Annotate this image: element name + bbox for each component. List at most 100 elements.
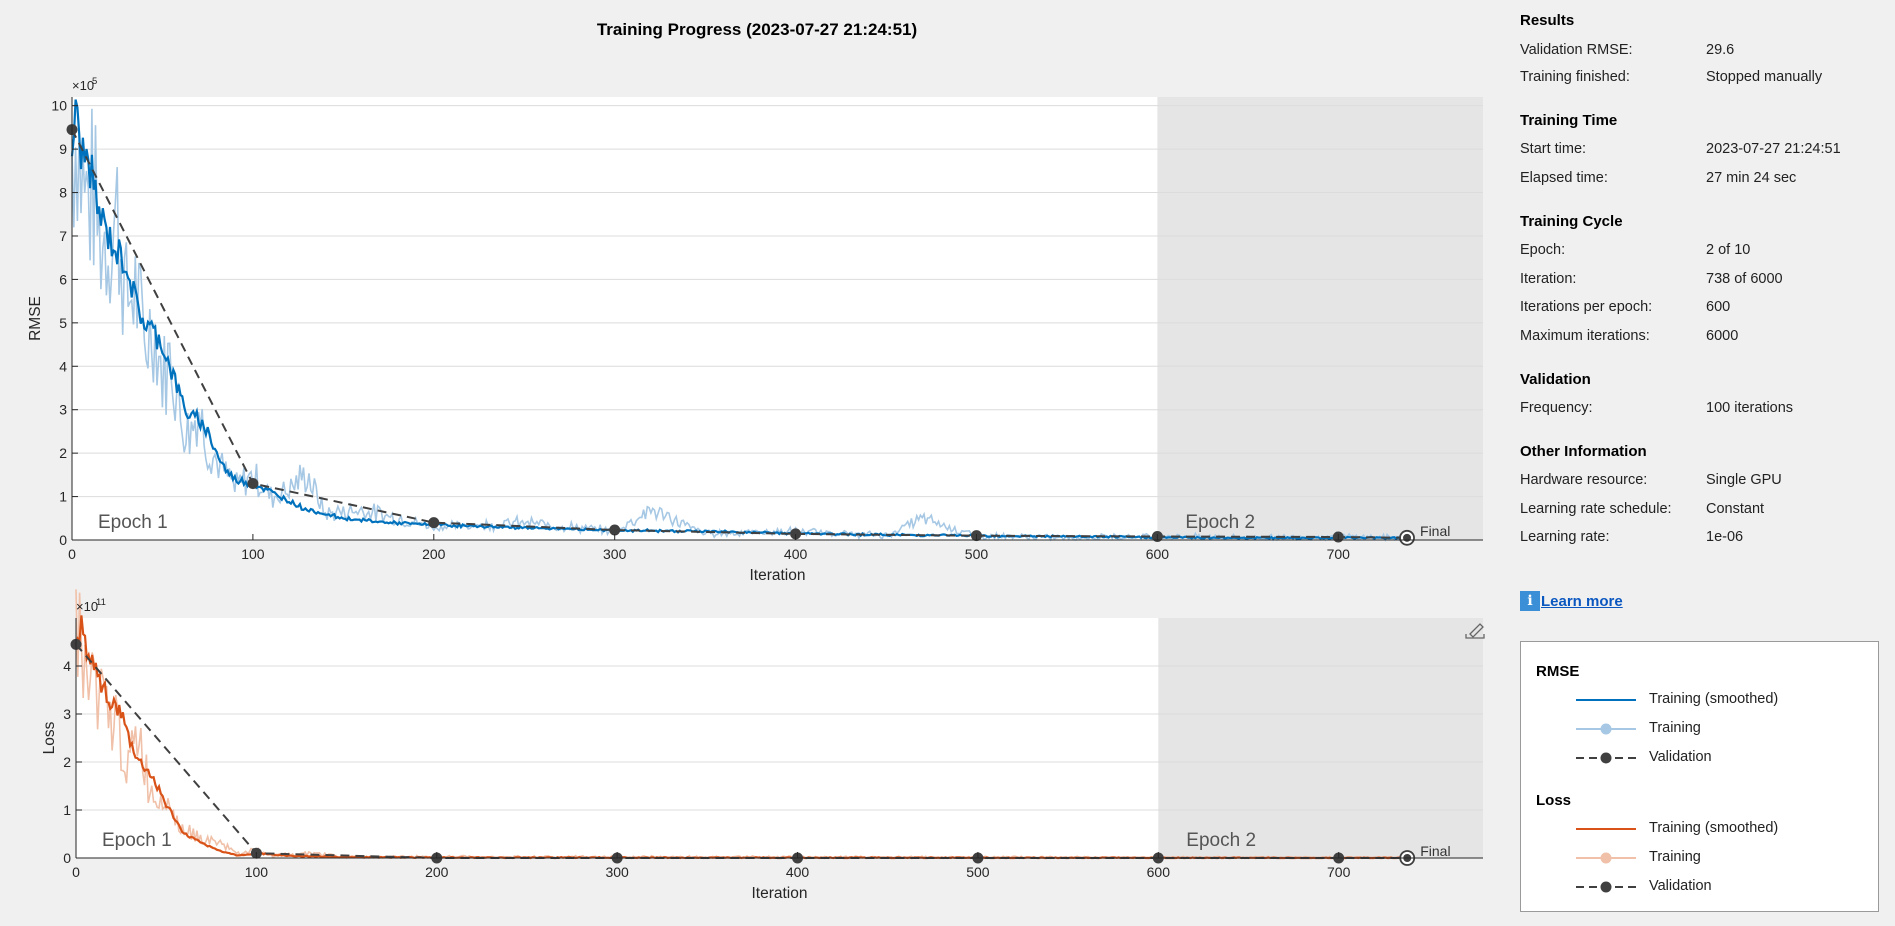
rmse-x-tick-label: 100 bbox=[241, 546, 265, 562]
chart-title: Training Progress (2023-07-27 21:24:51) bbox=[596, 20, 918, 39]
start-time-value: 2023-07-27 21:24:51 bbox=[1706, 141, 1841, 157]
rmse-x-tick-label: 0 bbox=[68, 546, 76, 562]
legend-rmse-smoothed-label: Training (smoothed) bbox=[1649, 691, 1779, 707]
lr-schedule-value: Constant bbox=[1706, 501, 1765, 517]
rmse-y-tick-label: 6 bbox=[59, 271, 67, 287]
rmse-exponent-base: ×10 bbox=[72, 78, 94, 93]
other-info-heading: Other Information bbox=[1520, 443, 1647, 460]
legend-loss-validation-label: Validation bbox=[1649, 878, 1712, 894]
iterations-per-epoch-value: 600 bbox=[1706, 299, 1731, 315]
loss-x-tick-label: 300 bbox=[605, 864, 629, 880]
maximum-iterations-label: Maximum iterations: bbox=[1520, 328, 1650, 344]
rmse-final-label: Final bbox=[1420, 523, 1450, 539]
export-icon[interactable] bbox=[1465, 623, 1485, 639]
loss-epoch-1-label: Epoch 1 bbox=[102, 830, 172, 851]
loss-x-tick-label: 500 bbox=[966, 864, 990, 880]
loss-y-tick-label: 3 bbox=[63, 706, 71, 722]
legend: RMSE Training (smoothed) Training Valida… bbox=[1520, 641, 1879, 912]
rmse-epoch-1-label: Epoch 1 bbox=[98, 512, 168, 533]
iteration-value: 738 of 6000 bbox=[1706, 271, 1783, 287]
info-panel: Results Validation RMSE: 29.6 Training f… bbox=[1520, 0, 1895, 926]
loss-exponent-base: ×10 bbox=[76, 599, 98, 614]
elapsed-time-value: 27 min 24 sec bbox=[1706, 170, 1797, 186]
loss-epoch-2-shade bbox=[1158, 618, 1483, 858]
learning-rate-value: 1e-06 bbox=[1706, 529, 1744, 545]
hardware-resource-label: Hardware resource: bbox=[1520, 472, 1648, 488]
legend-loss-title: Loss bbox=[1536, 792, 1572, 809]
loss-y-axis-label: Loss bbox=[41, 721, 58, 754]
rmse-y-tick-label: 3 bbox=[59, 402, 67, 418]
iterations-per-epoch-label: Iterations per epoch: bbox=[1520, 299, 1653, 315]
loss-x-axis-label: Iteration bbox=[751, 885, 807, 902]
training-finished-value: Stopped manually bbox=[1706, 69, 1823, 85]
training-finished-label: Training finished: bbox=[1520, 69, 1630, 85]
hardware-resource-value: Single GPU bbox=[1706, 472, 1782, 488]
rmse-validation-point bbox=[609, 524, 621, 536]
rmse-y-tick-label: 2 bbox=[59, 445, 67, 461]
rmse-x-tick-label: 500 bbox=[965, 546, 989, 562]
loss-y-tick-label: 4 bbox=[63, 658, 71, 674]
learn-more[interactable]: i Learn more bbox=[1520, 591, 1623, 611]
loss-x-tick-label: 100 bbox=[245, 864, 269, 880]
loss-y-tick-label: 1 bbox=[63, 802, 71, 818]
epoch-value: 2 of 10 bbox=[1706, 242, 1751, 258]
rmse-epoch-2-label: Epoch 2 bbox=[1185, 512, 1255, 533]
info-icon: i bbox=[1520, 591, 1540, 611]
rmse-y-tick-label: 0 bbox=[59, 532, 67, 548]
legend-loss-smoothed: Training (smoothed) bbox=[1574, 819, 1874, 839]
rmse-y-tick-label: 8 bbox=[59, 185, 67, 201]
start-time-label: Start time: bbox=[1520, 141, 1587, 157]
rmse-validation-point bbox=[790, 528, 802, 540]
legend-rmse-validation-label: Validation bbox=[1649, 749, 1712, 765]
rmse-epoch-2-shade bbox=[1157, 97, 1483, 540]
rmse-x-tick-label: 300 bbox=[603, 546, 627, 562]
learning-rate-label: Learning rate: bbox=[1520, 529, 1610, 545]
rmse-y-tick-label: 1 bbox=[59, 489, 67, 505]
loss-x-tick-label: 400 bbox=[786, 864, 810, 880]
loss-y-tick-label: 0 bbox=[63, 850, 71, 866]
epoch-label: Epoch: bbox=[1520, 242, 1566, 258]
loss-exponent-power: 11 bbox=[96, 597, 106, 608]
rmse-validation-point bbox=[428, 517, 440, 529]
rmse-x-tick-label: 700 bbox=[1327, 546, 1351, 562]
elapsed-time-label: Elapsed time: bbox=[1520, 170, 1608, 186]
rmse-x-tick-label: 600 bbox=[1146, 546, 1170, 562]
training-time-heading: Training Time bbox=[1520, 112, 1618, 129]
legend-rmse-validation: Validation bbox=[1574, 748, 1874, 768]
legend-loss-training-label: Training bbox=[1649, 849, 1701, 865]
rmse-x-axis-label: Iteration bbox=[749, 567, 805, 584]
rmse-y-tick-label: 4 bbox=[59, 358, 67, 374]
loss-final-label: Final bbox=[1420, 843, 1450, 859]
legend-loss-smoothed-label: Training (smoothed) bbox=[1649, 820, 1779, 836]
legend-rmse-smoothed: Training (smoothed) bbox=[1574, 690, 1874, 710]
loss-x-tick-label: 700 bbox=[1327, 864, 1351, 880]
learn-more-link[interactable]: Learn more bbox=[1541, 592, 1623, 610]
loss-x-tick-label: 0 bbox=[72, 864, 80, 880]
export-icon-pen bbox=[1469, 623, 1484, 638]
rmse-y-tick-label: 10 bbox=[51, 98, 67, 114]
iteration-label: Iteration: bbox=[1520, 271, 1577, 287]
rmse-y-axis-label: RMSE bbox=[27, 296, 44, 341]
legend-rmse-training: Training bbox=[1574, 719, 1874, 739]
legend-rmse-title: RMSE bbox=[1536, 663, 1580, 680]
frequency-label: Frequency: bbox=[1520, 400, 1593, 416]
rmse-y-tick-label: 9 bbox=[59, 141, 67, 157]
loss-epoch-2-label: Epoch 2 bbox=[1186, 830, 1256, 851]
validation-rmse-label: Validation RMSE: bbox=[1520, 42, 1633, 58]
export-icon-tray bbox=[1465, 634, 1485, 639]
rmse-validation-point bbox=[247, 478, 259, 490]
rmse-validation-line bbox=[71, 129, 1408, 539]
maximum-iterations-value: 6000 bbox=[1706, 328, 1739, 344]
legend-rmse-training-label: Training bbox=[1649, 720, 1701, 736]
legend-loss-training: Training bbox=[1574, 848, 1874, 868]
rmse-y-tick-label: 7 bbox=[59, 228, 67, 244]
loss-x-tick-label: 600 bbox=[1147, 864, 1171, 880]
loss-y-tick-label: 2 bbox=[63, 754, 71, 770]
results-heading: Results bbox=[1520, 12, 1575, 29]
validation-rmse-value: 29.6 bbox=[1706, 42, 1735, 58]
legend-loss-validation: Validation bbox=[1574, 877, 1874, 897]
rmse-final-point bbox=[1403, 533, 1412, 542]
rmse-exponent-power: 5 bbox=[92, 76, 97, 87]
rmse-x-tick-label: 200 bbox=[422, 546, 446, 562]
